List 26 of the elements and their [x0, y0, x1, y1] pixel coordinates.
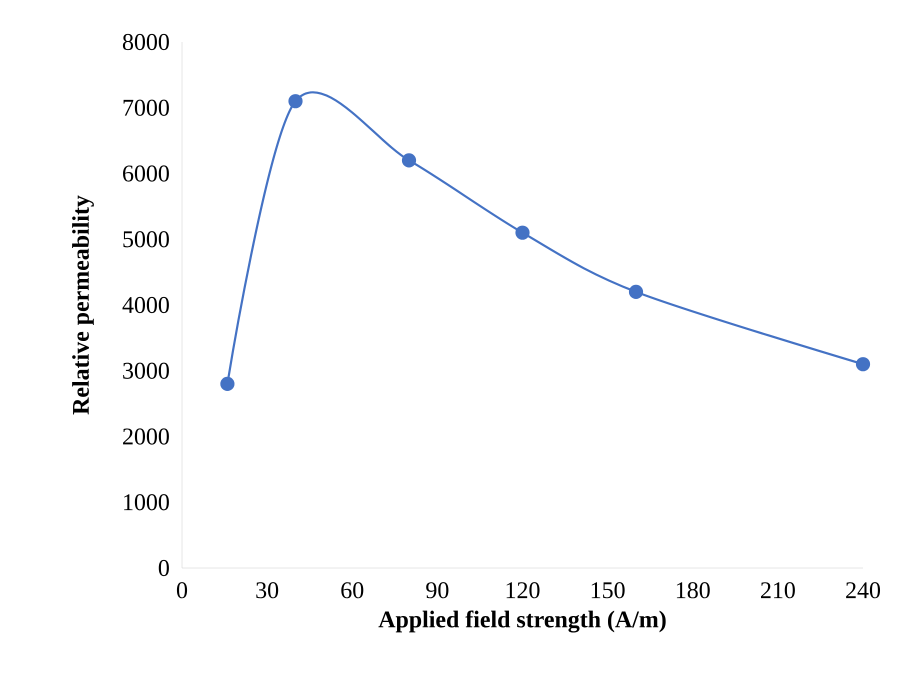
y-tick-label: 3000 [123, 362, 169, 379]
x-axis-title: Applied field strength (A/m) [378, 610, 666, 633]
point [628, 284, 644, 299]
y-tick-label: 2000 [123, 428, 169, 445]
x-tick-label: 240 [846, 582, 880, 598]
point [220, 376, 234, 391]
x-tick-label: 60 [341, 582, 364, 598]
point [288, 94, 303, 108]
point [856, 357, 870, 372]
y-tick-label: 1000 [124, 494, 169, 510]
x-tick-label: 150 [592, 582, 625, 598]
x-tick-label: 30 [256, 582, 278, 598]
point [515, 226, 530, 240]
y-tick-label: 0 [158, 560, 169, 576]
y-tick-label: 6000 [123, 165, 169, 182]
y-tick-label: 8000 [122, 34, 169, 50]
x-tick-label: 180 [676, 582, 710, 598]
y-tick-label: 7000 [124, 100, 169, 116]
y-tick-label: 4000 [122, 296, 169, 314]
x-tick-label: 0 [176, 582, 188, 598]
point [402, 153, 416, 168]
y-axis-title: Relative permeability [72, 195, 94, 414]
x-tick-label: 90 [426, 582, 448, 598]
x-tick-label: 210 [760, 582, 795, 598]
y-tick-label: 5000 [123, 231, 169, 248]
x-tick-label: 120 [506, 582, 540, 598]
